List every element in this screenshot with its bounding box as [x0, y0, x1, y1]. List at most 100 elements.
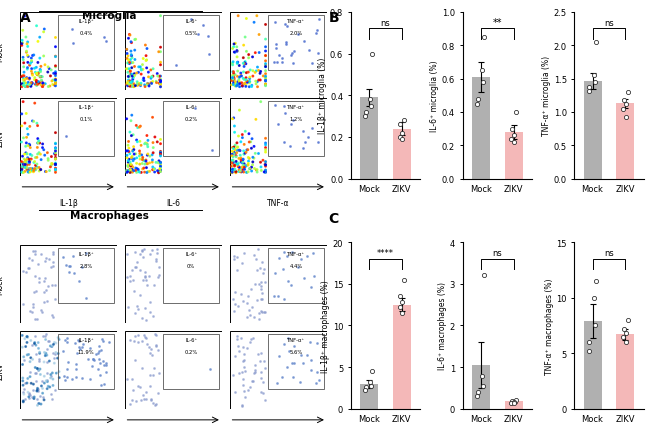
- Text: Mock: Mock: [0, 274, 5, 294]
- Point: [228, 71, 239, 78]
- Point: [261, 49, 271, 55]
- Point: [46, 73, 56, 80]
- Point: [246, 164, 257, 171]
- Point: [16, 159, 27, 166]
- Point: [254, 78, 264, 84]
- Point: [23, 351, 34, 358]
- Point: [261, 150, 271, 156]
- Point: [126, 80, 136, 86]
- FancyBboxPatch shape: [20, 245, 117, 323]
- Point: [39, 278, 49, 285]
- Point: [43, 383, 53, 390]
- Point: [228, 82, 239, 89]
- Point: [51, 349, 61, 356]
- Point: [274, 52, 284, 59]
- Point: [122, 51, 133, 58]
- Point: [141, 335, 151, 342]
- Point: [138, 254, 148, 261]
- Point: [73, 343, 84, 350]
- Point: [32, 316, 42, 323]
- Point: [143, 69, 153, 76]
- Point: [261, 145, 271, 152]
- Point: [39, 349, 49, 356]
- Point: [506, 136, 517, 143]
- Point: [204, 52, 214, 58]
- Point: [153, 370, 164, 377]
- Point: [138, 276, 149, 283]
- Point: [235, 334, 246, 341]
- Point: [237, 83, 248, 90]
- Point: [237, 401, 247, 408]
- Point: [132, 83, 142, 89]
- Point: [128, 276, 138, 283]
- Point: [23, 389, 33, 396]
- Point: [238, 55, 248, 62]
- Point: [311, 31, 321, 37]
- Point: [35, 68, 46, 75]
- Point: [64, 269, 74, 276]
- Point: [137, 315, 148, 322]
- Point: [34, 140, 45, 147]
- Point: [261, 37, 271, 43]
- Point: [155, 78, 166, 85]
- Point: [296, 256, 307, 262]
- Point: [127, 83, 138, 90]
- Point: [124, 60, 135, 67]
- Point: [50, 130, 60, 137]
- Point: [231, 83, 242, 90]
- Point: [229, 162, 240, 169]
- Text: 0%: 0%: [187, 264, 195, 269]
- Point: [37, 74, 47, 81]
- Point: [74, 346, 85, 353]
- Point: [31, 163, 41, 170]
- Point: [124, 73, 135, 80]
- Point: [32, 121, 42, 127]
- Point: [233, 144, 243, 151]
- Point: [228, 160, 239, 167]
- Point: [229, 308, 239, 314]
- Point: [50, 54, 60, 61]
- Point: [250, 150, 261, 157]
- Point: [124, 58, 134, 64]
- Point: [47, 259, 58, 266]
- Point: [32, 151, 43, 158]
- Point: [126, 80, 136, 86]
- Point: [478, 79, 488, 86]
- Point: [239, 169, 249, 176]
- Point: [238, 382, 248, 389]
- Point: [22, 351, 32, 358]
- Point: [250, 367, 260, 374]
- Point: [18, 81, 29, 88]
- Point: [58, 254, 68, 261]
- Point: [227, 74, 238, 81]
- Point: [249, 370, 259, 377]
- Point: [236, 73, 246, 80]
- Point: [240, 368, 250, 375]
- Point: [251, 68, 261, 75]
- Point: [46, 373, 57, 380]
- Point: [17, 170, 27, 176]
- Point: [238, 76, 248, 83]
- Point: [126, 162, 136, 169]
- Point: [25, 354, 36, 361]
- Point: [16, 111, 27, 118]
- Point: [242, 300, 252, 307]
- Point: [22, 53, 32, 60]
- Point: [233, 169, 244, 176]
- Point: [135, 292, 146, 299]
- Point: [248, 162, 258, 169]
- Point: [142, 151, 153, 158]
- Point: [230, 352, 240, 359]
- Point: [239, 61, 250, 68]
- Point: [18, 382, 28, 389]
- Point: [260, 308, 270, 315]
- Point: [27, 308, 37, 315]
- Text: 2.0%: 2.0%: [289, 31, 303, 36]
- Point: [243, 155, 254, 161]
- Point: [232, 140, 242, 147]
- Point: [261, 64, 271, 71]
- Point: [125, 118, 136, 125]
- Point: [18, 77, 29, 83]
- Point: [42, 369, 52, 376]
- Point: [24, 77, 34, 83]
